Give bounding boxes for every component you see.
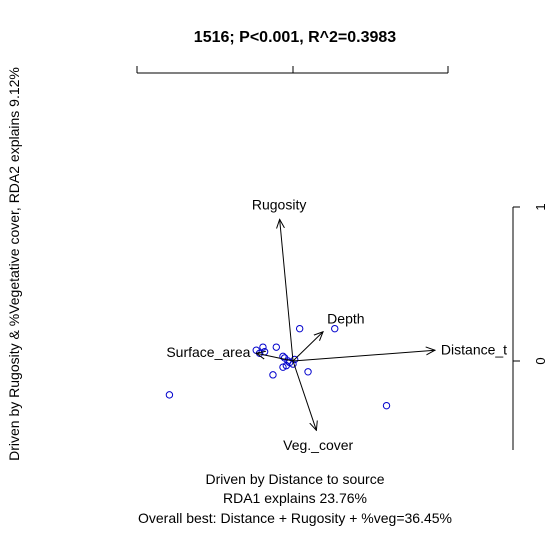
right-axis (512, 206, 520, 450)
sample-point (272, 343, 280, 351)
top-axis (136, 66, 449, 74)
vector-arrow-rugosity (280, 219, 294, 362)
sample-point (382, 401, 391, 410)
vector-arrow-depth (292, 332, 323, 362)
right-axis-label-0: 0 (533, 357, 548, 364)
sample-point (279, 363, 287, 371)
sample-points (165, 324, 391, 410)
sample-point (295, 324, 304, 333)
sample-point (269, 371, 277, 379)
vector-label-veg-cover: Veg._cover (283, 437, 353, 453)
vector-label-surface-area: Surface_area (166, 344, 250, 360)
sample-point (259, 343, 267, 351)
x-axis-label-line-1: Driven by Distance to source (206, 471, 385, 487)
sample-point (165, 391, 174, 399)
environmental-vectors: Rugosity Depth Surface_area Distance_t Veg._… (166, 196, 507, 453)
y-axis-label: Driven by Rugosity & %Vegetative cover, … (6, 67, 22, 461)
vector-arrow-surface-area (256, 353, 294, 362)
vector-arrow-distance-t (292, 350, 435, 362)
vector-label-rugosity: Rugosity (252, 196, 306, 212)
sample-point (282, 361, 291, 370)
x-axis-label-line-2: RDA1 explains 23.76% (223, 490, 367, 506)
vector-label-distance-t: Distance_t (441, 342, 507, 358)
sample-point (290, 355, 299, 364)
sample-point (304, 368, 312, 376)
vector-label-depth: Depth (327, 310, 364, 326)
vector-arrow-veg-cover (292, 360, 316, 430)
chart-title: 1516; P<0.001, R^2=0.3983 (194, 29, 396, 46)
x-axis-label-line-3: Overall best: Distance + Rugosity + %veg… (138, 510, 452, 526)
sample-point (331, 324, 339, 333)
sample-point (279, 352, 287, 361)
right-axis-label-1: 1 (533, 203, 548, 210)
